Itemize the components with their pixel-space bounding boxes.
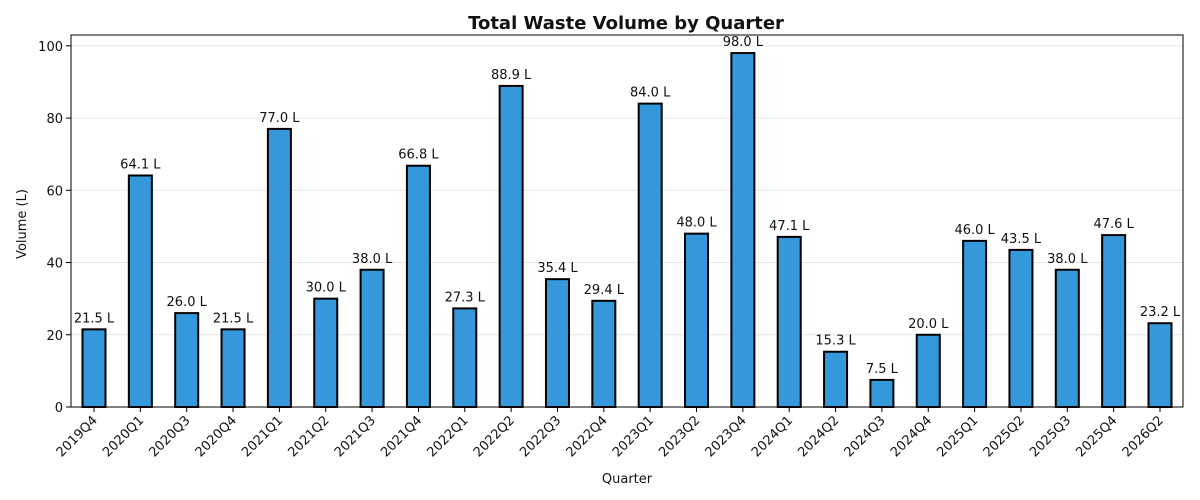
bar-2025Q3 (1054, 268, 1080, 409)
x-tick-label: 2020Q4 (193, 413, 240, 460)
bar-2024Q1 (776, 235, 802, 408)
y-tick-label: 0 (55, 401, 63, 416)
bar-2019Q4 (81, 328, 107, 408)
x-axis-ticks: 2019Q4 2020Q1 2020Q3 2020Q4 2021Q1 2021Q2 2021… (54, 407, 1167, 460)
x-tick-label: 2023Q4 (703, 413, 750, 460)
data-label: 38.0 L (1047, 252, 1088, 267)
bar-2021Q3 (359, 268, 385, 409)
data-label: 47.6 L (1093, 217, 1134, 232)
data-label: 20.0 L (908, 317, 949, 332)
data-label: 88.9 L (491, 68, 532, 83)
data-label: 43.5 L (1001, 232, 1042, 247)
data-label: 98.0 L (723, 35, 764, 50)
x-tick-label: 2023Q1 (610, 413, 657, 460)
bar-2025Q2 (1008, 248, 1034, 408)
data-label: 64.1 L (120, 157, 161, 172)
x-tick-label: 2021Q1 (239, 413, 286, 460)
bar-2021Q1 (266, 127, 292, 408)
x-tick-label: 2024Q4 (888, 413, 935, 460)
y-axis-ticks: 0 20 40 60 80 100 (38, 40, 71, 416)
x-axis-label: Quarter (602, 472, 653, 487)
bar-2020Q3 (174, 312, 200, 408)
y-axis-label: Volume (L) (15, 189, 30, 259)
plot-frame (70, 34, 1184, 408)
bar-2024Q4 (915, 333, 941, 409)
bar-2023Q4 (730, 52, 756, 408)
chart-title: Total Waste Volume by Quarter (468, 13, 784, 34)
x-tick-label: 2024Q2 (795, 413, 842, 460)
data-labels: 21.5 L 64.1 L 26.0 L 21.5 L 77.0 L 30.0 L 38.0… (74, 35, 1181, 377)
gridlines (71, 45, 1183, 336)
data-label: 26.0 L (167, 295, 208, 310)
x-tick-label: 2022Q2 (471, 413, 518, 460)
x-tick-label: 2025Q3 (1027, 413, 1074, 460)
bar-2020Q4 (220, 328, 246, 408)
x-tick-label: 2022Q3 (517, 413, 564, 460)
bar-2025Q4 (1101, 234, 1127, 408)
x-tick-label: 2026Q2 (1120, 413, 1167, 460)
x-tick-label: 2021Q4 (378, 413, 425, 460)
bar-2022Q3 (544, 278, 570, 409)
data-label: 15.3 L (815, 334, 856, 349)
x-tick-label: 2024Q1 (749, 413, 796, 460)
bar-2020Q1 (127, 174, 153, 408)
x-tick-label: 2023Q2 (656, 413, 703, 460)
data-label: 46.0 L (954, 223, 995, 238)
y-tick-label: 80 (46, 112, 63, 127)
x-tick-label: 2021Q3 (332, 413, 379, 460)
bar-2021Q4 (405, 164, 431, 408)
x-tick-label: 2025Q4 (1073, 413, 1120, 460)
bar-2022Q2 (498, 84, 524, 408)
bar-2022Q1 (452, 307, 478, 409)
data-label: 27.3 L (445, 290, 486, 305)
bars (81, 52, 1173, 409)
data-label: 30.0 L (306, 281, 347, 296)
x-tick-label: 2020Q1 (100, 413, 147, 460)
data-label: 66.8 L (398, 148, 439, 163)
data-label: 77.0 L (259, 111, 300, 126)
bar-2022Q4 (591, 299, 617, 408)
y-tick-label: 100 (38, 40, 63, 55)
data-label: 21.5 L (74, 311, 115, 326)
data-label: 29.4 L (584, 283, 625, 298)
data-label: 21.5 L (213, 311, 254, 326)
bar-2023Q1 (637, 102, 663, 408)
x-tick-label: 2021Q2 (285, 413, 332, 460)
data-label: 84.0 L (630, 86, 671, 101)
data-label: 35.4 L (537, 261, 578, 276)
data-label: 47.1 L (769, 219, 810, 234)
x-tick-label: 2020Q3 (146, 413, 193, 460)
data-label: 38.0 L (352, 252, 393, 267)
bar-2024Q2 (823, 350, 849, 409)
y-tick-label: 40 (46, 257, 63, 272)
x-tick-label: 2019Q4 (54, 413, 101, 460)
x-tick-label: 2025Q1 (934, 413, 981, 460)
x-tick-label: 2024Q3 (842, 413, 889, 460)
bar-2024Q3 (869, 378, 895, 409)
data-label: 48.0 L (676, 216, 717, 231)
y-tick-label: 60 (46, 184, 63, 199)
x-tick-label: 2022Q1 (425, 413, 472, 460)
x-tick-label: 2025Q2 (981, 413, 1028, 460)
x-tick-label: 2022Q4 (564, 413, 611, 460)
bar-2023Q2 (684, 232, 710, 408)
bar-2025Q1 (962, 239, 988, 408)
y-tick-label: 20 (46, 329, 63, 344)
data-label: 7.5 L (866, 362, 899, 377)
data-label: 23.2 L (1140, 305, 1181, 320)
bar-2026Q2 (1147, 322, 1173, 409)
bar-2021Q2 (313, 297, 339, 408)
